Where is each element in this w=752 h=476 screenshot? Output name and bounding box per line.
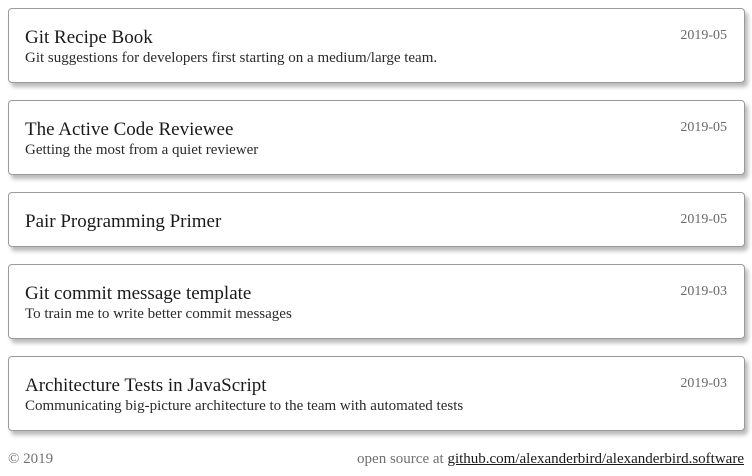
post-date: 2019-03	[680, 284, 727, 299]
page-footer: © 2019 open source at github.com/alexand…	[8, 449, 744, 469]
post-title[interactable]: Git commit message template	[25, 283, 252, 304]
post-date: 2019-05	[680, 28, 727, 43]
post-card-pair-programming-primer[interactable]: Pair Programming Primer 2019-05	[8, 192, 745, 247]
post-date: 2019-03	[680, 376, 727, 391]
post-title[interactable]: The Active Code Reviewee	[25, 119, 234, 140]
post-subtitle: Git suggestions for developers first sta…	[25, 50, 438, 66]
post-title[interactable]: Architecture Tests in JavaScript	[25, 375, 267, 396]
post-card-git-commit-template[interactable]: Git commit message template To train me …	[8, 264, 745, 339]
post-card-architecture-tests[interactable]: Architecture Tests in JavaScript Communi…	[8, 356, 745, 431]
post-subtitle: Communicating big-picture architecture t…	[25, 398, 464, 414]
source-repo-link[interactable]: github.com/alexanderbird/alexanderbird.s…	[447, 451, 744, 467]
copyright-text: © 2019	[8, 451, 54, 467]
post-title[interactable]: Git Recipe Book	[25, 27, 153, 48]
post-card-git-recipe-book[interactable]: Git Recipe Book Git suggestions for deve…	[8, 8, 745, 83]
post-list: Git Recipe Book Git suggestions for deve…	[8, 8, 745, 448]
source-note: open source at github.com/alexanderbird/…	[357, 449, 744, 469]
post-date: 2019-05	[680, 212, 727, 227]
post-subtitle: To train me to write better commit messa…	[25, 306, 292, 322]
post-subtitle: Getting the most from a quiet reviewer	[25, 142, 259, 158]
post-title[interactable]: Pair Programming Primer	[25, 211, 222, 232]
post-date: 2019-05	[680, 120, 727, 135]
post-card-active-code-reviewee[interactable]: The Active Code Reviewee Getting the mos…	[8, 100, 745, 175]
source-prefix: open source at	[357, 451, 444, 467]
